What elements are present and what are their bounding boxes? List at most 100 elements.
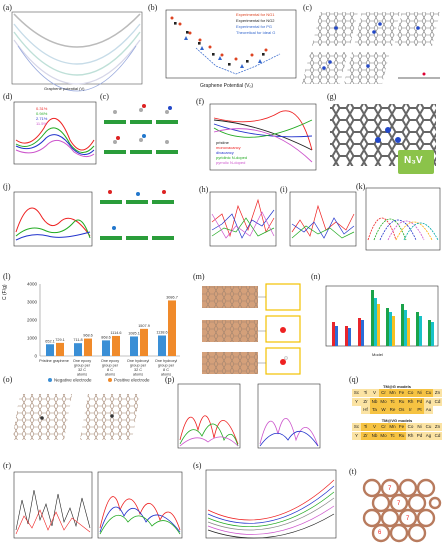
element-cell: Sc — [352, 423, 361, 432]
element-cell: Tc — [388, 431, 397, 440]
label-b: (b) — [148, 3, 158, 12]
panel-l-category-label: One epoxy — [73, 359, 91, 363]
bar-negative — [46, 344, 54, 356]
panel-l-category-label: group per — [158, 364, 175, 368]
element-cell: Pt — [415, 405, 424, 414]
panel-l-ytick: 4000 — [27, 282, 38, 287]
element-cell: Au — [424, 405, 433, 414]
panel-l-category-label: 32 C — [78, 368, 86, 372]
label-c2: (c) — [100, 92, 109, 101]
panel-l-category-label: Pristine graphene — [39, 359, 69, 363]
legend-item: Experimental for NG1 — [236, 12, 275, 17]
element-cell: Ag — [424, 397, 433, 406]
element-cell: Re — [388, 405, 397, 414]
legend-item: Experimental for NG2 — [236, 18, 275, 23]
periodic-row: Sc Ti V Cr Mn Fe Co Ni Cu Zn — [352, 389, 442, 398]
panel-l-category-label: atoms — [77, 373, 87, 377]
element-cell: Os — [397, 405, 406, 414]
legend-swatch — [108, 378, 112, 382]
periodic-row: Sc Ti V Cr Mn Fe Co Ni Cu Zn — [352, 423, 442, 432]
label-d: (d) — [3, 92, 13, 101]
panel-l-category-label: group per — [130, 364, 147, 368]
bar-positive — [168, 300, 176, 356]
panel-l-category-label: 8 C — [107, 368, 113, 372]
element-cell: Ta — [370, 405, 379, 414]
element-cell: Pd — [415, 397, 424, 406]
element-cell: Hf — [361, 405, 370, 414]
legend-item: divacancy — [216, 150, 234, 155]
label-l: (l) — [3, 272, 11, 281]
legend-item: pyridinic N-doped — [216, 155, 248, 160]
bar-value-label: 868.6 — [101, 335, 111, 339]
panel-l-ytick: 3000 — [27, 300, 38, 305]
bar-negative — [102, 340, 110, 356]
element-cell: Cu — [424, 389, 433, 398]
element-cell: Ti — [361, 423, 370, 432]
label-o: (o) — [3, 375, 13, 384]
bar-positive — [112, 335, 120, 356]
panel-l-category-label: 32 C — [134, 368, 142, 372]
bar-negative — [130, 336, 138, 356]
bar-value-label: 652.1 — [45, 339, 55, 343]
element-cell: Tc — [388, 397, 397, 406]
panel-l-category-label: atoms — [133, 373, 143, 377]
element-cell: Ni — [415, 389, 424, 398]
bar-value-label: 1507.9 — [138, 324, 150, 328]
panel-q-title1: TM@G models — [383, 384, 411, 389]
panel-l-category-label: One hydroxyl — [127, 359, 150, 363]
svg-text:7: 7 — [388, 486, 392, 492]
legend-item: 11.5% — [36, 121, 48, 126]
panel-l-ytick: 1000 — [27, 336, 38, 341]
bar-value-label: 1138.6 — [156, 331, 167, 335]
legend-label: Positive electrode — [114, 378, 150, 383]
panel-l-ytick: 0 — [34, 354, 37, 359]
label-i: (i) — [280, 185, 288, 194]
legend-swatch — [48, 378, 52, 382]
legend-item: Experimental for PG — [236, 24, 273, 29]
bar-value-label: 1114.6 — [110, 331, 121, 335]
element-cell: Y — [352, 397, 361, 406]
element-cell: Mn — [388, 389, 397, 398]
element-cell: Zr — [361, 397, 370, 406]
element-cell: Nb — [370, 397, 379, 406]
element-cell: Fe — [397, 389, 406, 398]
legend-item: 0.94% — [36, 111, 48, 116]
bar-negative — [158, 335, 166, 356]
bar-value-label: 1085.1 — [128, 331, 140, 335]
panel-l-category-label: group per — [102, 364, 119, 368]
legend-item: 0.31% — [36, 106, 48, 111]
element-cell: Mo — [379, 397, 388, 406]
panel-l-category-label: One hydroxyl — [155, 359, 178, 363]
label-r: (r) — [3, 461, 11, 470]
label-g: (g) — [327, 92, 337, 101]
label-j: (j) — [3, 182, 11, 191]
panel-l-category-label: group per — [74, 364, 91, 368]
panel-l-category-label: One epoxy — [101, 359, 119, 363]
panel-f-legend: pristine monovacancy divacancy pyridinic… — [216, 140, 247, 165]
panel-l-category-label: atoms — [161, 373, 171, 377]
panel-g-badge: N₃V — [404, 155, 423, 166]
element-cell: Rh — [406, 431, 415, 440]
label-m: (m) — [193, 272, 205, 281]
svg-text:7: 7 — [397, 501, 401, 507]
bar-value-label: 729.1 — [55, 338, 65, 342]
periodic-row: Y Zr Nb Mo Tc Ru Rh Pd Ag Cd — [352, 431, 442, 440]
element-cell: Cr — [379, 423, 388, 432]
panel-b-xlabel: Graphene Potential (Vₒ) — [200, 83, 254, 89]
legend-label: Negative electrode — [54, 378, 92, 383]
periodic-row: Hf Ta W Re Os Ir Pt Au — [352, 405, 442, 414]
label-s: (s) — [193, 461, 202, 470]
element-cell: Sc — [352, 389, 361, 398]
